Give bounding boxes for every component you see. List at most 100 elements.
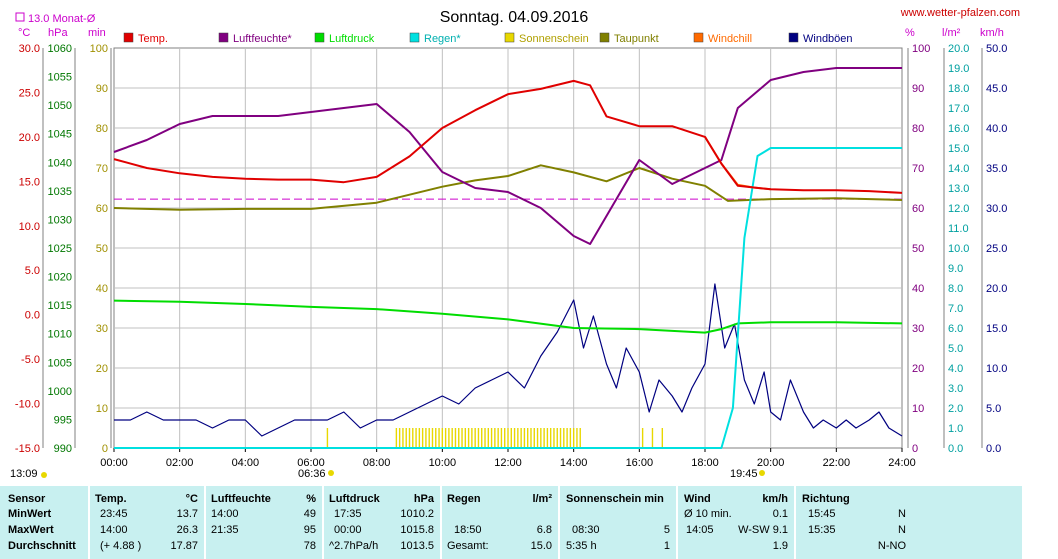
- rain_lm2-tick-label: 15.0: [948, 143, 969, 155]
- col-pressure-unit: hPa: [413, 493, 434, 505]
- rain-max-value: 6.8: [536, 524, 552, 536]
- legend-swatch-dewpoint: [599, 32, 610, 43]
- rain_lm2-tick-label: 11.0: [948, 223, 969, 235]
- wind-avg10-label: Ø 10 min.: [684, 508, 732, 520]
- temp-min-value: 13.7: [176, 508, 198, 520]
- pressure-min-time: 17:35: [334, 508, 362, 520]
- rain_lm2-tick-label: 18.0: [948, 83, 969, 95]
- humidity-avg-value: 78: [303, 540, 316, 552]
- wind_kmh-tick-label: 15.0: [986, 323, 1007, 335]
- wind_kmh-tick-label: 30.0: [986, 203, 1007, 215]
- wind_kmh-tick-label: 5.0: [986, 403, 1001, 415]
- humidity-max-time: 21:35: [211, 524, 239, 536]
- direction-max-value: N: [898, 524, 906, 536]
- sunshine_min-tick-label: 80: [96, 123, 108, 135]
- humidity_pct-tick-label: 20: [912, 363, 924, 375]
- col-rain-title: Regen: [447, 493, 481, 505]
- unit-lm2: l/m²: [942, 27, 961, 39]
- sun-icon-left: [41, 472, 47, 478]
- legend-label-dewpoint: Taupunkt: [614, 33, 659, 45]
- legend-label-windchill: Windchill: [708, 33, 752, 45]
- humidity_pct-tick-label: 50: [912, 243, 924, 255]
- legend-swatch-rain: [409, 32, 420, 43]
- sunshine-total: 5:35 h: [566, 540, 597, 552]
- sunset-label: 19:45: [730, 468, 758, 480]
- temp-avg-value: 17.87: [170, 540, 198, 552]
- pressure-trend: ^2.7hPa/h: [329, 540, 379, 552]
- divider: [440, 486, 442, 559]
- humidity_pct-tick-label: 30: [912, 323, 924, 335]
- direction-min-value: N: [898, 508, 906, 520]
- left-time-label: 13:09: [10, 468, 38, 480]
- legend-label-rain: Regen*: [424, 33, 461, 45]
- pressure_hpa-tick-label: 1035: [48, 186, 72, 198]
- x-tick-label: 14:00: [560, 457, 588, 469]
- humidity_pct-tick-label: 90: [912, 83, 924, 95]
- rain_lm2-tick-label: 3.0: [948, 383, 963, 395]
- temp_c-tick-label: -10.0: [15, 399, 40, 411]
- row-label-avg: Durchschnitt: [8, 540, 76, 552]
- col-pressure: Luftdruck hPa 17:35 1010.2 00:00 1015.8 …: [324, 486, 440, 559]
- col-wind: Wind km/h Ø 10 min. 0.1 14:05 W-SW 9.1 1…: [678, 486, 794, 559]
- wind-max-time: 14:05: [686, 524, 714, 536]
- direction-max-time: 15:35: [808, 524, 836, 536]
- pressure_hpa-tick-label: 1055: [48, 72, 72, 84]
- direction-min-time: 15:45: [808, 508, 836, 520]
- col-direction-title: Richtung: [802, 493, 850, 505]
- sunrise-label: 06:36: [298, 468, 326, 480]
- pressure_hpa-tick-label: 1010: [48, 329, 72, 341]
- rain_lm2-tick-label: 1.0: [948, 423, 963, 435]
- divider: [88, 486, 90, 559]
- col-rain-unit: l/m²: [532, 493, 552, 505]
- rain_lm2-tick-label: 20.0: [948, 43, 969, 55]
- temp_c-tick-label: 10.0: [19, 221, 40, 233]
- temp_c-tick-label: 5.0: [25, 265, 40, 277]
- x-tick-label: 06:00: [297, 457, 325, 469]
- pressure-avg-value: 1013.5: [400, 540, 434, 552]
- row-label-min: MinWert: [8, 508, 52, 520]
- humidity-max-value: 95: [303, 524, 316, 536]
- col-temp-title: Temp.: [95, 493, 127, 505]
- row-label-max: MaxWert: [8, 524, 54, 536]
- temp_c-tick-label: 15.0: [19, 176, 40, 188]
- wind_kmh-tick-label: 0.0: [986, 443, 1001, 455]
- pressure_hpa-tick-label: 1040: [48, 157, 72, 169]
- x-tick-label: 22:00: [823, 457, 851, 469]
- pressure_hpa-tick-label: 1060: [48, 43, 72, 55]
- site-link[interactable]: www.wetter-pfalzen.com: [900, 7, 1020, 19]
- sunset-icon: [759, 470, 765, 476]
- col-sunshine-title: Sonnenschein min: [566, 493, 664, 505]
- wind_kmh-tick-label: 35.0: [986, 163, 1007, 175]
- humidity_pct-tick-label: 0: [912, 443, 918, 455]
- pressure_hpa-tick-label: 1050: [48, 100, 72, 112]
- pressure_hpa-tick-label: 1000: [48, 386, 72, 398]
- legend-swatch-wind-gust: [788, 32, 799, 43]
- humidity-line: [113, 67, 902, 245]
- temp_c-tick-label: -5.0: [21, 354, 40, 366]
- rain_lm2-tick-label: 4.0: [948, 363, 963, 375]
- temp_c-tick-label: 0.0: [25, 310, 40, 322]
- weather-chart: 00:00 02:00 04:00 06:00 08:00 10:00 12:00 14:00…: [10, 7, 1020, 480]
- legend: Temp. Luftfeuchte* Luftdruck Regen* Sonnensc…: [123, 32, 853, 45]
- legend-swatch-windchill: [693, 32, 704, 43]
- wind_kmh-tick-label: 45.0: [986, 83, 1007, 95]
- col-humidity-unit: %: [306, 493, 316, 505]
- col-pressure-title: Luftdruck: [329, 493, 380, 505]
- legend-label-temperature: Temp.: [138, 33, 168, 45]
- col-humidity: Luftfeuchte % 14:00 49 21:35 95 78: [206, 486, 322, 559]
- pressure_hpa-tick-label: 1005: [48, 357, 72, 369]
- rain_lm2-tick-label: 8.0: [948, 283, 963, 295]
- wind_kmh-tick-label: 20.0: [986, 283, 1007, 295]
- row-label-column: Sensor MinWert MaxWert Durchschnitt: [0, 486, 88, 559]
- unit-min: min: [88, 27, 106, 39]
- x-tick-label: 18:00: [691, 457, 719, 469]
- rain_lm2-tick-label: 5.0: [948, 343, 963, 355]
- divider: [204, 486, 206, 559]
- legend-swatch-humidity: [218, 32, 229, 43]
- wind_kmh-tick-label: 50.0: [986, 43, 1007, 55]
- x-tick-label: 12:00: [494, 457, 522, 469]
- x-tick-label: 00:00: [100, 457, 128, 469]
- rain_lm2-tick-label: 19.0: [948, 63, 969, 75]
- x-tick-label: 20:00: [757, 457, 785, 469]
- col-wind-title: Wind: [684, 493, 711, 505]
